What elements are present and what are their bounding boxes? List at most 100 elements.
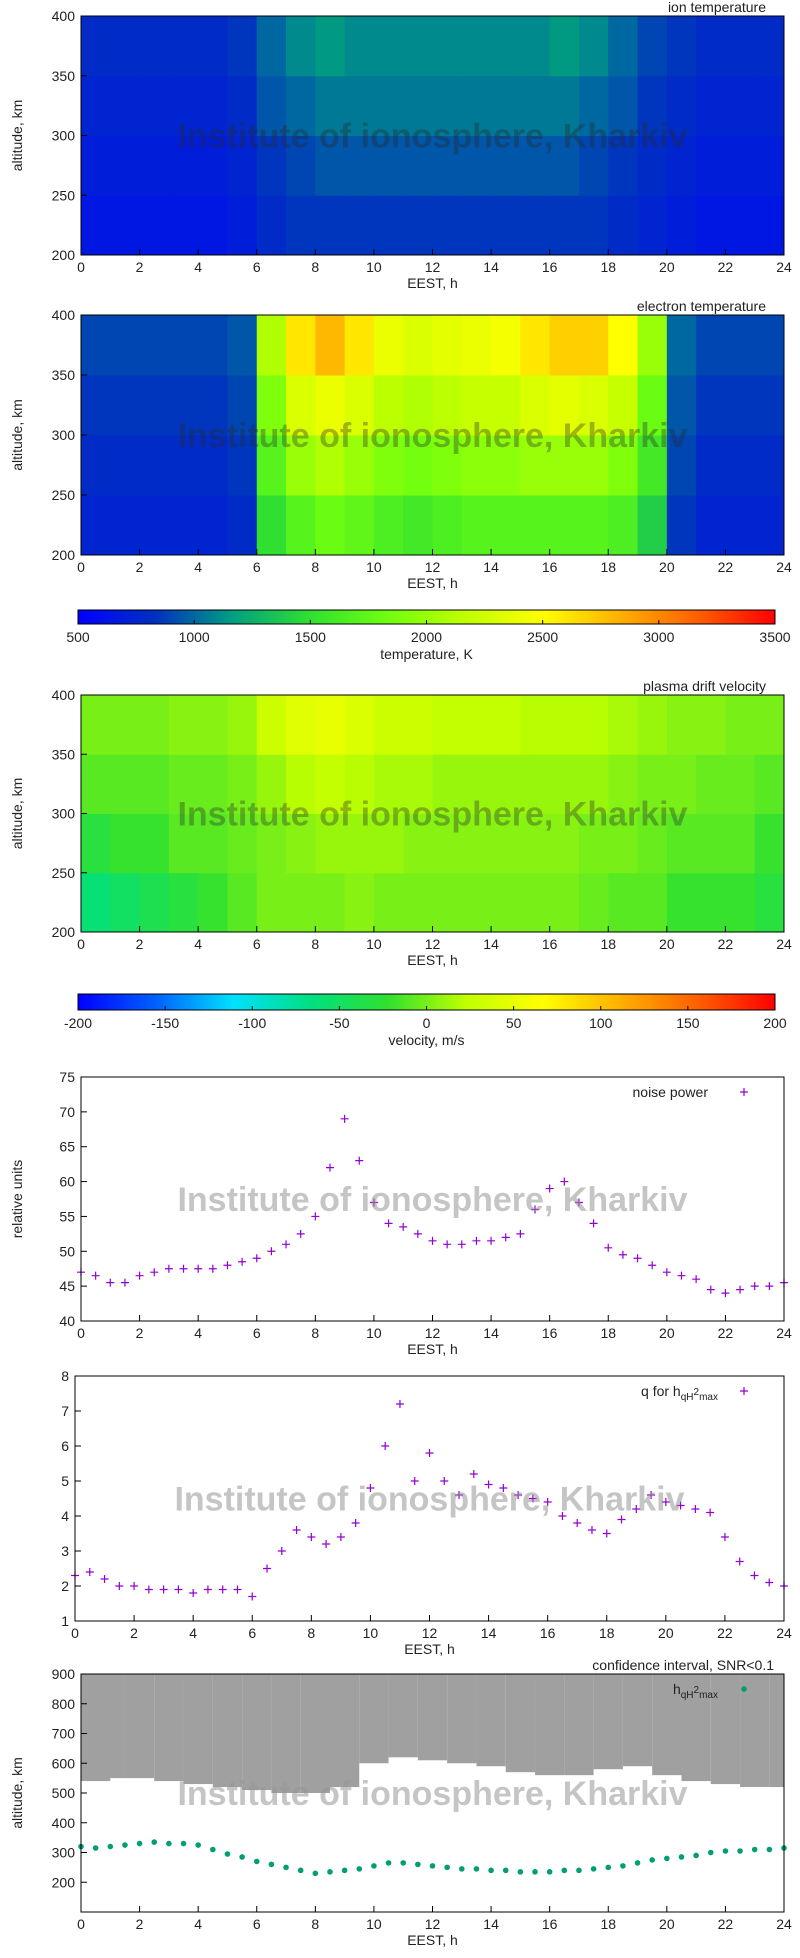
heatmap-cell [373,754,404,814]
point [166,1840,172,1847]
heatmap-cell [696,813,726,874]
x-tick-label: 18 [600,1325,616,1341]
x-tick-label: 2 [136,1325,144,1341]
heatmap-cell [286,135,316,196]
point [385,1860,392,1866]
point [164,1264,173,1273]
y-tick-label: 250 [52,487,76,503]
point [440,1477,449,1485]
y-tick-label: 45 [59,1278,75,1294]
heatmap-cell [666,695,697,755]
point [765,1282,774,1291]
heatmap-cell [256,435,287,496]
heatmap-cell [403,375,433,436]
legend-marker [740,1088,748,1096]
heatmap-cell [578,375,609,436]
point [115,1582,124,1590]
heatmap-cell [81,695,111,755]
x-tick-label: 14 [483,259,499,275]
colorbar-tick-label: -200 [64,1015,92,1031]
heatmap-cell [461,16,492,77]
y-tick-label: 65 [59,1139,75,1155]
heatmap-cell [754,495,785,556]
heatmap-cell [491,315,521,376]
point [590,1866,597,1872]
heatmap-cell [286,495,316,556]
y-tick-label: 70 [59,1104,75,1120]
heatmap-cell [110,195,141,256]
y-tick-label: 75 [59,1069,75,1085]
heatmap-cell [608,495,639,556]
heatmap-cell [286,16,316,77]
heatmap-cell [432,195,463,256]
heatmap-cell [256,315,287,376]
heatmap-cell [373,435,404,496]
heatmap-cell [315,75,346,136]
legend-label: confidence interval, SNR<0.1 [592,1657,774,1673]
point [706,1508,715,1517]
x-tick-label: 12 [425,559,441,575]
heatmap-cell [110,75,141,136]
heatmap-cell [637,754,668,814]
heatmap-cell [373,813,404,874]
heatmap-cell [344,375,375,436]
heatmap-cell [520,495,551,556]
watermark: Institute of ionosphere, Kharkiv [174,1481,684,1519]
x-tick-label: 0 [77,559,85,575]
heatmap-cell [373,375,404,436]
colorbar-tick-label: 3000 [643,629,674,645]
point [691,1505,700,1513]
heatmap-cell [168,813,199,874]
point [238,1257,247,1266]
point [517,1869,524,1875]
point [151,1839,158,1845]
x-tick-label: 2 [136,559,144,575]
heatmap-cell [227,435,258,496]
heatmap-cell [608,695,639,755]
point [444,1864,450,1871]
heatmap-cell [578,495,609,556]
point [692,1275,701,1284]
confidence-band [271,1674,301,1793]
heatmap-cell [286,695,316,755]
heatmap-cell [725,315,756,376]
point [282,1240,291,1249]
heatmap-cell [315,695,346,755]
colorbar-tick-label: -100 [238,1015,266,1031]
legend-label-part: max [699,1392,718,1403]
heatmap-cell [81,16,111,77]
heatmap-cell [139,195,170,256]
point [472,1236,481,1245]
legend-label-part: 2 [694,1387,700,1398]
point [573,1519,582,1527]
x-tick-label: 22 [718,559,734,575]
heatmap-cell [344,315,375,376]
point [634,1860,641,1866]
heatmap-cell [608,16,639,77]
heatmap-cell [461,813,492,874]
heatmap-cell [256,195,287,256]
x-tick-label: 20 [659,559,675,575]
heatmap-cell [139,315,170,376]
heatmap-cell [725,375,756,436]
x-tick-label: 20 [659,1916,675,1932]
x-tick-label: 14 [483,559,499,575]
heatmap-cell [286,872,316,933]
x-tick-label: 4 [194,559,202,575]
point [91,1271,100,1280]
heatmap-cell [168,872,199,933]
heatmap-cell [666,754,697,814]
heatmap-cell [139,375,170,436]
heatmap-cell [520,135,551,196]
x-tick-label: 22 [718,936,734,952]
heatmap-cell [578,435,609,496]
x-axis-label: EEST, h [407,952,458,968]
point [721,1289,730,1298]
x-tick-label: 16 [542,1325,558,1341]
point [649,1857,655,1863]
point [223,1261,232,1270]
heatmap-cell [256,813,287,874]
y-tick-label: 1 [61,1613,69,1629]
x-tick-label: 6 [253,936,261,952]
point [605,1864,612,1871]
